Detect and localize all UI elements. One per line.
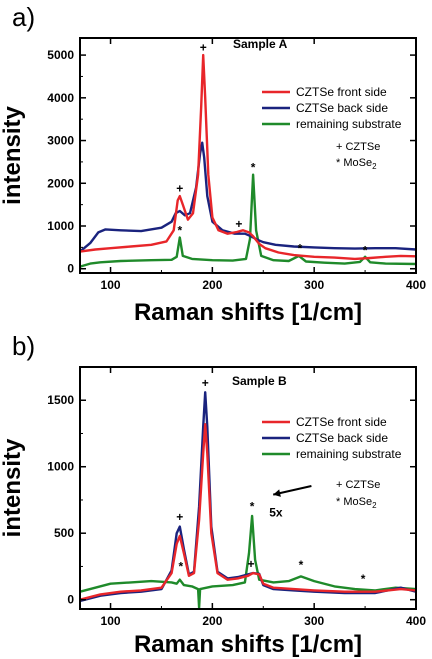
annotation-arrowhead bbox=[273, 489, 281, 497]
x-axis-title: Raman shifts [1/cm] bbox=[134, 631, 362, 658]
y-axis-title: intensity bbox=[0, 106, 26, 205]
x-axis-title: Raman shifts [1/cm] bbox=[134, 299, 362, 326]
chart-title: Sample A bbox=[233, 37, 288, 51]
peak-marker: * bbox=[361, 572, 366, 586]
peak-marker: * bbox=[250, 500, 255, 514]
chart-panel-1: b) 100 200 300 400 0 500 1000 1500 Raman shifts [… bbox=[0, 331, 426, 658]
peak-marker: * bbox=[363, 244, 368, 258]
note-1: * MoSe2 bbox=[336, 157, 377, 171]
panel-label: b) bbox=[12, 331, 35, 361]
legend-entry-1: CZTSe back side bbox=[296, 101, 388, 115]
peak-marker: + bbox=[202, 376, 209, 390]
y-tick-label: 2000 bbox=[47, 176, 74, 190]
peak-marker: + bbox=[176, 182, 183, 196]
peak-marker: * bbox=[178, 559, 183, 573]
y-tick-label: 1000 bbox=[47, 460, 74, 474]
note-0: + CZTSe bbox=[336, 141, 380, 153]
peak-marker: + bbox=[176, 510, 183, 524]
peak-marker: + bbox=[248, 557, 255, 571]
peak-marker: * bbox=[299, 558, 304, 572]
peak-marker: * bbox=[177, 224, 182, 238]
x-tick-label: 400 bbox=[406, 614, 426, 628]
plot-frame bbox=[79, 366, 417, 610]
panel-label: a) bbox=[12, 2, 35, 32]
y-tick-label: 1000 bbox=[47, 219, 74, 233]
legend-entry-0: CZTSe front side bbox=[296, 85, 387, 99]
note-1: * MoSe2 bbox=[336, 496, 377, 510]
x-tick-label: 100 bbox=[101, 278, 121, 292]
x-tick-label: 300 bbox=[304, 278, 324, 292]
plot-frame bbox=[79, 37, 417, 274]
series-line-2 bbox=[79, 173, 417, 268]
peak-marker: + bbox=[235, 217, 242, 231]
legend-entry-2: remaining substrate bbox=[296, 447, 402, 461]
peak-marker: * bbox=[298, 241, 303, 255]
x-tick-label: 300 bbox=[304, 614, 324, 628]
y-tick-label: 500 bbox=[54, 526, 74, 540]
y-tick-label: 0 bbox=[67, 593, 74, 607]
y-tick-label: 4000 bbox=[47, 91, 74, 105]
peak-marker: * bbox=[251, 160, 256, 174]
legend-entry-1: CZTSe back side bbox=[296, 431, 388, 445]
x-tick-label: 400 bbox=[406, 278, 426, 292]
y-tick-label: 3000 bbox=[47, 134, 74, 148]
y-tick-label: 5000 bbox=[47, 48, 74, 62]
y-axis-title: intensity bbox=[0, 438, 26, 537]
chart-title: Sample B bbox=[232, 374, 287, 388]
series-line-0 bbox=[79, 423, 417, 601]
note-0: + CZTSe bbox=[336, 479, 380, 491]
x-tick-label: 200 bbox=[202, 614, 222, 628]
legend-entry-0: CZTSe front side bbox=[296, 415, 387, 429]
series-line-0 bbox=[79, 53, 417, 261]
series-line-1 bbox=[79, 141, 417, 253]
x-tick-label: 100 bbox=[101, 614, 121, 628]
annotation-label: 5x bbox=[269, 506, 283, 520]
chart-panel-0: a)100 200 300 400010002000300040005000Raman… bbox=[0, 2, 426, 326]
legend-entry-2: remaining substrate bbox=[296, 117, 402, 131]
y-tick-label: 1500 bbox=[47, 393, 74, 407]
y-tick-label: 0 bbox=[67, 262, 74, 276]
peak-marker: + bbox=[200, 41, 207, 55]
x-tick-label: 200 bbox=[202, 278, 222, 292]
